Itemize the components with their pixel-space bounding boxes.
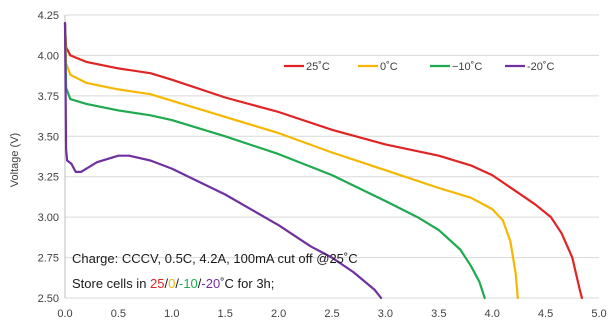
y-tick-label: 2.50 [38,293,59,305]
x-tick-label: 1.5 [218,308,233,320]
x-tick-label: 2.5 [324,308,339,320]
store-note-part: / [198,276,202,291]
x-tick-labels: 0.0 0.5 1.0 1.5 2.0 2.5 3.0 3.5 4.0 4.5 5.0 [57,308,606,320]
legend-label: -20˚C [527,61,555,73]
x-tick-label: 3.0 [378,308,393,320]
series-line-3 [63,22,383,300]
y-tick-label: 3.50 [38,131,59,143]
legend: 25˚C 0˚C −10˚C -20˚C [284,61,555,73]
legend-label: 25˚C [306,61,330,73]
x-tick-label: 4.0 [485,308,500,320]
series-line-2 [63,22,486,300]
x-tick-label: 0.0 [57,308,72,320]
series-line-0 [63,22,583,300]
store-note-part: / [175,276,179,291]
y-tick-label: 3.25 [38,172,59,184]
store-note: Store cells in 25/0/-10/-20˚C for 3h; [72,276,274,291]
y-tick-label: 3.00 [38,212,59,224]
series-lines [63,22,583,300]
y-tick-labels: 2.50 2.75 3.00 3.25 3.50 3.75 4.00 4.25 [38,10,59,305]
store-note-part: 25 [150,276,164,291]
y-axis-label: Voltage (V) [9,133,21,187]
y-tick-label: 4.00 [38,50,59,62]
legend-label: −10˚C [452,61,482,73]
x-tick-label: 3.5 [431,308,446,320]
store-note-part: -10 [179,276,198,291]
x-tick-label: 4.5 [538,308,553,320]
x-tick-label: 0.5 [111,308,126,320]
store-note-part: / [165,276,169,291]
y-tick-label: 3.75 [38,91,59,103]
store-note-part: -20 [201,276,220,291]
x-tick-label: 1.0 [164,308,179,320]
x-tick-label: 5.0 [591,308,606,320]
y-tick-label: 4.25 [38,10,59,22]
store-note-part: 0 [168,276,175,291]
charge-note: Charge: CCCV, 0.5C, 4.2A, 100mA cut off … [72,251,358,266]
y-tick-label: 2.75 [38,253,59,265]
series-line-1 [63,22,519,300]
legend-label: 0˚C [380,61,398,73]
store-note-part: ˚C for 3h; [220,276,274,291]
x-tick-label: 2.0 [271,308,286,320]
store-note-part: Store cells in [72,276,150,291]
